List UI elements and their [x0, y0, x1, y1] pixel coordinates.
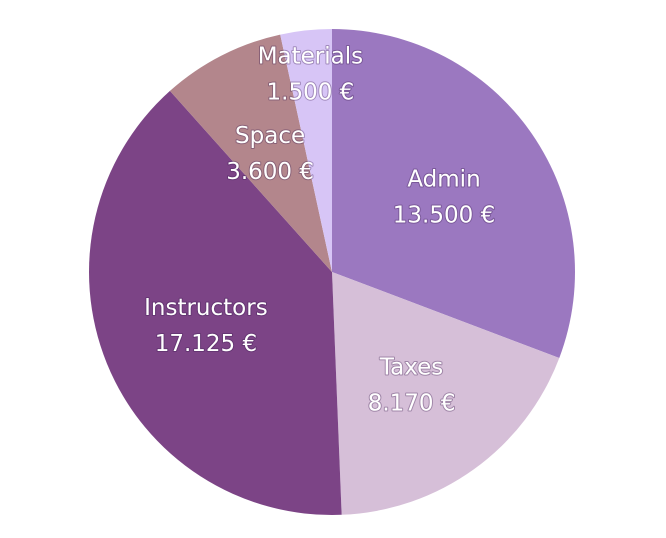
slice-value-admin: 13.500 €: [393, 203, 495, 229]
slice-label-space: Space: [235, 123, 305, 149]
pie-slices: [89, 29, 575, 516]
slice-label-admin: Admin: [407, 167, 480, 193]
slice-label-materials: Materials: [258, 44, 363, 70]
pie-slice-taxes: [332, 272, 560, 515]
slice-value-instructors: 17.125 €: [155, 331, 257, 357]
slice-label-instructors: Instructors: [144, 295, 268, 321]
slice-label-taxes: Taxes: [379, 354, 443, 380]
pie-slice-instructors: [89, 90, 342, 516]
pie-slice-materials: [280, 29, 332, 272]
slice-value-materials: 1.500 €: [267, 80, 355, 106]
slice-value-space: 3.600 €: [226, 159, 314, 185]
pie-slice-admin: [332, 29, 575, 358]
slice-value-taxes: 8.170 €: [368, 390, 456, 416]
pie-slice-space: [169, 34, 332, 272]
pie-labels: Admin 13.500 € Taxes 8.170 € Instructors 17.1…: [143, 43, 496, 418]
